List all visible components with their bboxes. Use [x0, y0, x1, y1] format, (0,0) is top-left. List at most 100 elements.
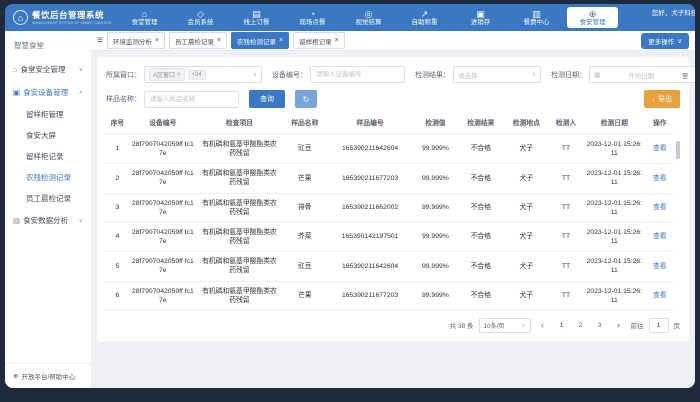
nav-item-food-safety[interactable]: ⊕ 食安管理	[567, 7, 618, 28]
col-header-inspector: 检测人	[549, 115, 584, 135]
tags-action-dropdown-button[interactable]: 更多操作 ∨	[641, 32, 689, 49]
sidebar-item-data-analysis[interactable]: ▨ 食安数据分析 ∨	[5, 209, 91, 232]
sidebar-item-sample-cabinet-mgmt[interactable]: 留样柜管理	[26, 110, 64, 119]
close-icon[interactable]: ×	[216, 36, 222, 44]
cell-result: 不合格	[458, 222, 504, 253]
cell-sample-no: 165390142197501	[327, 222, 413, 253]
page-button-3[interactable]: 3	[597, 321, 602, 329]
app-logo-icon: ⌂	[13, 10, 28, 25]
view-link[interactable]: 查看	[652, 292, 667, 300]
nav-item-meal-fee[interactable]: ▥ 餐费中心	[511, 7, 562, 28]
nav-item-onsite-order[interactable]: ◔ 现场点餐	[287, 7, 338, 28]
sidebar-item-staff-checkup-records[interactable]: 员工晨检记录	[26, 194, 71, 203]
sidebar-item-pesticide-records[interactable]: 农残检测记录	[26, 173, 71, 182]
tab-staff-checkup[interactable]: 员工晨检记录 ×	[168, 32, 228, 49]
nav-item-vision-checkout[interactable]: ◎ 视觉结算	[343, 7, 394, 28]
export-label: 导出	[658, 96, 672, 103]
inventory-icon: ▣	[476, 9, 485, 19]
cell-result: 不合格	[458, 193, 504, 223]
close-icon[interactable]: ×	[154, 36, 159, 44]
view-link[interactable]: 查看	[652, 145, 667, 153]
view-link[interactable]: 查看	[652, 204, 667, 212]
device-number-input[interactable]	[310, 66, 405, 83]
pagination: 共 38 条 10条/页 ∨ ‹ 1 2 3 › 前往 页	[106, 317, 681, 333]
calendar-icon: ▦	[594, 71, 601, 79]
records-table: 序号 设备编号 检查项目 样品名称 样品编号 检测值 检测结果 检测地点 检测人…	[106, 115, 674, 311]
view-link[interactable]: 查看	[652, 174, 667, 182]
cell-result: 不合格	[458, 134, 504, 165]
records-table-wrap: 序号 设备编号 检查项目 样品名称 样品编号 检测值 检测结果 检测地点 检测人…	[106, 115, 680, 311]
tab-label: 留样柜记录	[299, 38, 332, 46]
open-platform-help-link[interactable]: ⊕ 开放平台/帮助中心	[5, 363, 91, 388]
food-safety-icon: ⊕	[588, 9, 597, 19]
cell-sample-no: 165390211662002	[327, 193, 413, 223]
nav-item-canteen-mgmt[interactable]: ⌂ 食堂管理	[119, 7, 170, 28]
table-row: 3 28f7907042059ff fc17e 有机磷和氨基甲酸酯类农药残留 排…	[106, 193, 674, 223]
export-button[interactable]: ↓ 导出	[643, 90, 680, 108]
cell-inspector: TT	[549, 193, 584, 223]
tab-pesticide-records[interactable]: 农残检测记录 ×	[231, 32, 290, 49]
col-header-device: 设备编号	[128, 115, 197, 135]
cell-value: 99.999%	[412, 163, 459, 194]
sample-name-input[interactable]	[144, 90, 239, 108]
footer-label: 开放平台/帮助中心	[21, 374, 76, 381]
sidebar-item-food-safety-screen[interactable]: 食安大屏	[26, 131, 56, 140]
filter-row-1: 所属窗口： A区窗口 × +34 ∨ 设备编号：	[106, 66, 695, 83]
table-scrollbar[interactable]	[676, 141, 680, 291]
close-icon[interactable]: ×	[334, 36, 339, 44]
window-multiselect[interactable]: A区窗口 × +34 ∨	[144, 66, 262, 83]
sidebar-item-device-mgmt[interactable]: ▣ 食安设备管理 ∧	[5, 81, 91, 104]
cell-value: 99.999%	[412, 281, 459, 311]
download-icon: ↓	[651, 95, 656, 103]
sidebar-item-canteen-safety[interactable]: ⌂ 食堂安全管理 ∨	[5, 58, 91, 81]
records-card: 所属窗口： A区窗口 × +34 ∨ 设备编号：	[97, 57, 695, 341]
nav-label: 会员系统	[187, 19, 214, 26]
table-header-row: 序号 设备编号 检查项目 样品名称 样品编号 检测值 检测结果 检测地点 检测人…	[106, 115, 674, 135]
tab-env-analysis[interactable]: 环境监测分析 ×	[106, 32, 165, 49]
onsite-order-icon: ◔	[309, 9, 316, 19]
chevron-down-icon: ∨	[252, 72, 257, 78]
cell-value: 99.999%	[412, 222, 459, 253]
cell-project: 有机磷和氨基甲酸酯类农药残留	[196, 163, 283, 194]
nav-item-inventory[interactable]: ▣ 进销存	[455, 7, 506, 28]
result-select[interactable]: 请选择 ∨	[453, 66, 541, 83]
tags-action-label: 更多操作	[648, 38, 675, 46]
device-icon: ▣	[13, 88, 21, 97]
vision-icon: ◎	[364, 9, 373, 19]
tab-sample-cabinet-records[interactable]: 留样柜记录 ×	[293, 32, 345, 49]
app-title: 餐饮后台管理系统	[32, 9, 105, 20]
cell-index: 6	[106, 281, 129, 311]
next-page-button[interactable]: ›	[617, 320, 620, 331]
scrollbar-thumb[interactable]	[676, 141, 680, 159]
prev-page-button[interactable]: ‹	[541, 320, 544, 331]
goto-page-input[interactable]	[648, 317, 669, 333]
table-row: 2 28f7907042059ff fc17e 有机磷和氨基甲酸酯类农药残留 芒…	[106, 163, 674, 194]
close-icon[interactable]: ×	[279, 36, 284, 44]
cell-inspector: TT	[549, 251, 584, 282]
cell-value: 99.999%	[412, 134, 459, 165]
hamburger-menu-icon[interactable]: ≡	[97, 34, 103, 46]
view-link[interactable]: 查看	[652, 262, 667, 270]
sidebar-item-sample-cabinet-records[interactable]: 留样柜记录	[26, 152, 64, 161]
user-greeting: 您好，犬子科技演示账号	[651, 9, 695, 17]
refresh-button[interactable]: ↻	[295, 90, 317, 108]
tag-close-icon[interactable]: ×	[177, 71, 181, 78]
cell-date: 2023-12-01 15:26:11	[583, 163, 646, 194]
view-link[interactable]: 查看	[652, 233, 667, 241]
cell-value: 99.999%	[412, 251, 459, 282]
date-range-picker[interactable]: ▦ 开始日期 至 结束日期	[589, 66, 695, 83]
cell-result: 不合格	[458, 281, 504, 311]
window-filter-label: 所属窗口：	[106, 71, 141, 79]
tab-label: 环境监测分析	[112, 38, 152, 46]
page-size-select[interactable]: 10条/页 ∨	[478, 317, 531, 333]
search-button[interactable]: 查询	[249, 90, 285, 108]
table-row: 1 28f7907042059ff fc17e 有机磷和氨基甲酸酯类农药残留 豇…	[106, 134, 674, 165]
nav-item-self-weigh[interactable]: ↗ 自助称重	[399, 7, 450, 28]
goto-unit-label: 页	[673, 323, 681, 331]
cell-project: 有机磷和氨基甲酸酯类农药残留	[196, 134, 283, 165]
page-button-2[interactable]: 2	[578, 321, 583, 329]
nav-item-online-order[interactable]: ▤ 线上订餐	[231, 7, 282, 28]
nav-item-member-system[interactable]: ◇ 会员系统	[175, 7, 226, 28]
page-button-1[interactable]: 1	[559, 321, 564, 329]
chevron-down-icon: ∨	[677, 37, 682, 45]
